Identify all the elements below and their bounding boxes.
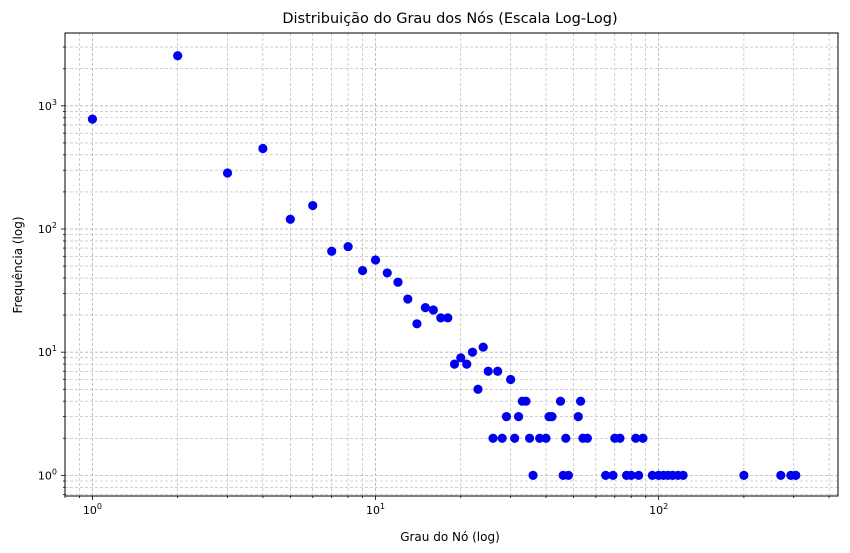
data-point [327,246,337,256]
data-point [528,470,538,480]
data-point [601,470,611,480]
y-tick-base: 10 [38,100,52,113]
x-tick-base: 10 [649,504,663,517]
data-point [555,396,566,406]
data-point [563,470,574,480]
data-point [638,433,648,443]
x-tick-label: 100 [83,502,102,517]
data-point [776,470,786,480]
data-point [488,433,498,443]
data-point [647,470,657,480]
data-point [467,347,478,357]
x-tick-label: 102 [649,502,668,517]
data-point [541,433,551,443]
data-point [357,265,368,276]
data-point [456,353,466,363]
data-point [561,433,571,443]
data-point [575,396,586,406]
data-point [510,433,520,443]
data-point [412,319,422,329]
y-tick-base: 10 [38,346,52,359]
data-point [791,470,801,480]
grid-minor [64,33,838,496]
data-point [739,470,749,480]
data-point [608,470,618,480]
data-points [87,51,801,480]
plot-frame [64,32,839,497]
data-point [582,433,592,443]
data-point [524,433,535,443]
data-point [547,411,557,422]
data-point [631,433,641,443]
data-point [634,470,644,480]
data-point [483,366,493,376]
x-tick-exponent: 0 [97,502,102,511]
y-tick-exponent: 3 [52,98,57,107]
data-point [478,342,488,352]
x-tick-base: 10 [366,504,380,517]
data-point [473,384,483,394]
data-point [506,374,516,385]
x-axis-label: Grau do Nó (log) [400,530,500,544]
data-point [513,411,524,422]
data-point [393,277,403,287]
x-tick-base: 10 [83,504,97,517]
data-point [678,470,688,480]
y-tick-exponent: 1 [52,344,57,353]
y-axis-label: Frequência (log) [11,216,25,313]
axis-ticks [61,46,830,500]
y-tick-label: 103 [38,98,57,113]
data-point [343,241,353,252]
data-point [382,268,392,278]
data-point [443,313,453,323]
data-point [403,294,413,304]
data-point [285,214,295,224]
y-tick-exponent: 0 [52,467,57,476]
data-point [449,359,460,369]
data-point [573,411,583,422]
y-tick-base: 10 [38,223,52,236]
y-tick-label: 101 [38,344,57,359]
data-point [497,433,507,443]
data-point [493,366,503,376]
data-point [173,51,183,61]
y-tick-exponent: 2 [52,221,57,230]
data-point [521,396,531,406]
x-tick-exponent: 2 [663,502,668,511]
data-point [462,359,472,369]
data-point [436,313,446,323]
data-point [370,255,381,265]
data-point [87,114,98,124]
data-point [420,303,431,313]
x-tick-exponent: 1 [380,502,385,511]
data-point [222,168,233,178]
data-point [535,433,545,443]
x-tick-labels: 100 101 102 [83,502,668,517]
y-tick-label: 100 [38,467,57,482]
data-point [615,433,625,443]
y-tick-base: 10 [38,469,52,482]
data-point [258,143,268,154]
chart-title: Distribuição do Grau dos Nós (Escala Log… [282,11,617,27]
y-tick-label: 102 [38,221,57,236]
x-tick-label: 101 [366,502,385,517]
data-point [428,305,438,315]
data-point [308,200,318,211]
data-point [501,411,512,422]
data-point [626,470,636,480]
